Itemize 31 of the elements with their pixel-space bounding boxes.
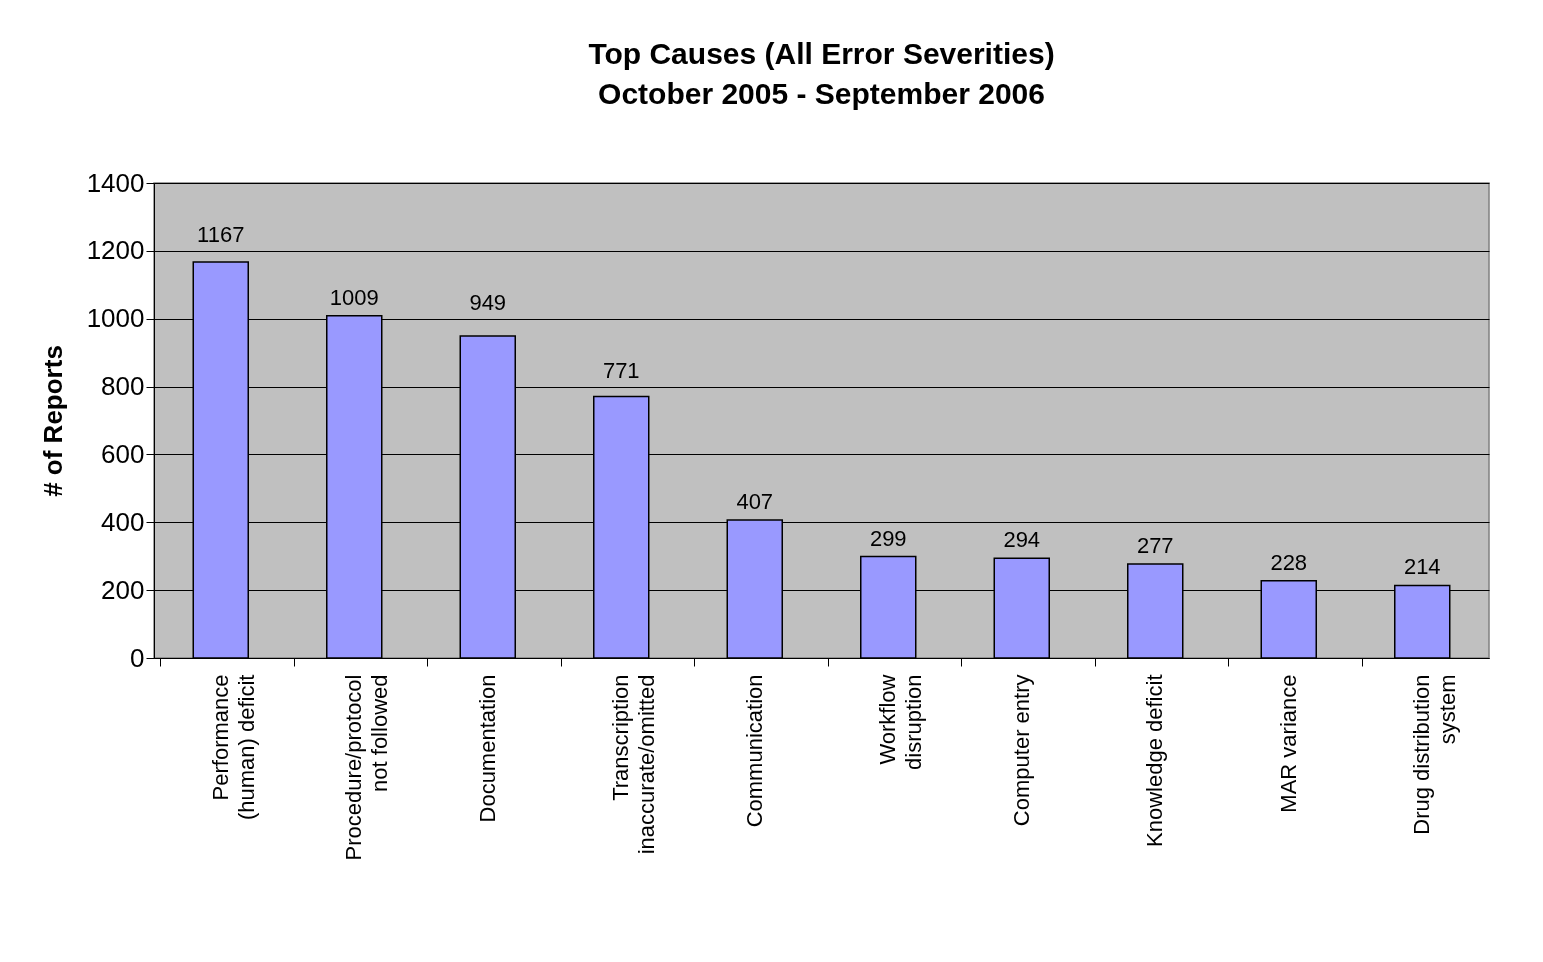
data-label: 214 bbox=[1403, 554, 1441, 580]
y-tick-label: 1400 bbox=[86, 167, 145, 198]
y-axis-title: # of Reports bbox=[37, 345, 68, 497]
data-label: 1009 bbox=[329, 284, 379, 310]
chart-subtitle: October 2005 - September 2006 bbox=[598, 77, 1045, 110]
x-tick-label: Computer entry bbox=[1008, 674, 1034, 827]
y-tick-label: 0 bbox=[130, 642, 145, 673]
y-tick-label: 400 bbox=[101, 506, 145, 537]
data-label: 1167 bbox=[197, 221, 245, 247]
data-label: 949 bbox=[469, 289, 507, 315]
x-tick-label: Procedure/protocol not followed bbox=[341, 674, 393, 861]
x-tick-label: Documentation bbox=[474, 674, 500, 823]
x-tick-label: Knowledge deficit bbox=[1142, 674, 1168, 847]
data-label: 228 bbox=[1270, 549, 1308, 575]
y-tick-label: 200 bbox=[101, 574, 145, 605]
x-tick-label: Communication bbox=[741, 674, 767, 828]
x-tick-label: Workflow disruption bbox=[875, 674, 927, 770]
x-tick-label: Drug distribution system bbox=[1409, 674, 1461, 835]
x-tick-label: Performance (human) deficit bbox=[207, 674, 259, 821]
y-tick-label: 1000 bbox=[86, 303, 145, 334]
x-tick-label: Transcription inaccurate/omitted bbox=[608, 674, 660, 855]
y-tick-label: 600 bbox=[101, 438, 145, 469]
y-tick-label: 800 bbox=[101, 371, 145, 402]
x-tick-label: MAR variance bbox=[1275, 674, 1301, 813]
data-label: 294 bbox=[1003, 527, 1041, 553]
data-label: 771 bbox=[602, 357, 640, 383]
chart-title: Top Causes (All Error Severities) bbox=[588, 37, 1055, 70]
y-tick-label: 1200 bbox=[86, 235, 145, 266]
data-label: 407 bbox=[736, 488, 774, 514]
data-label: 299 bbox=[869, 525, 907, 551]
data-label: 277 bbox=[1136, 533, 1174, 559]
